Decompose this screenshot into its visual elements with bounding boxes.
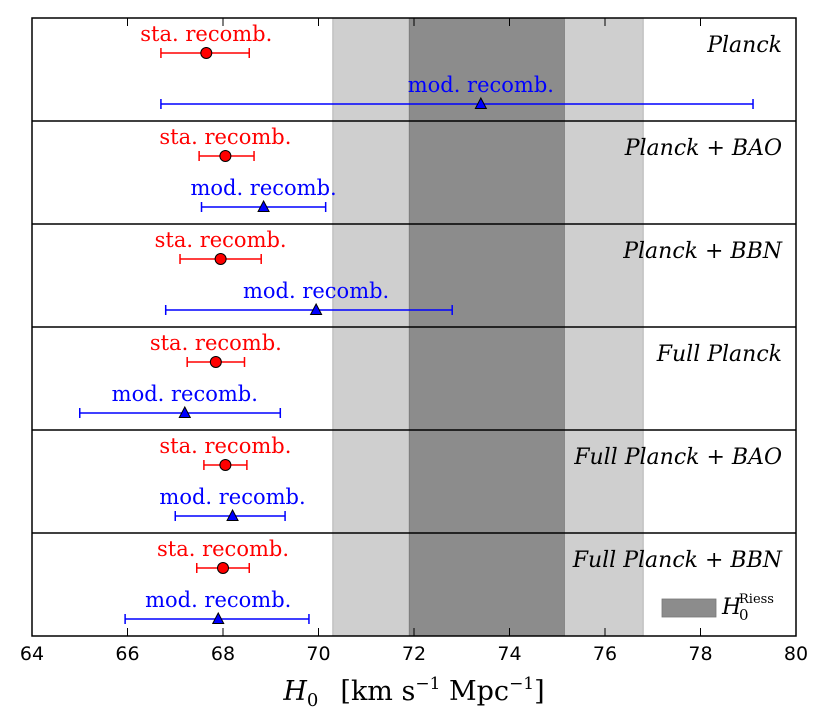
x-tick-label: 78: [688, 643, 712, 665]
dataset-label: Planck + BBN: [622, 239, 783, 264]
dataset-label-plus: +: [699, 136, 731, 161]
sta-recomb-label: sta. recomb.: [159, 125, 291, 149]
dataset-label-part: Full Planck: [573, 445, 699, 470]
dataset-label-plus: +: [699, 445, 731, 470]
dataset-label-part: BAO: [731, 136, 782, 161]
legend-label-part: H: [721, 595, 742, 620]
sta-recomb-label: sta. recomb.: [150, 331, 282, 355]
dataset-label-plus: +: [698, 548, 730, 573]
circle-marker: [219, 150, 232, 162]
panel-5: Full Planck + BAO sta. recomb. mod. recomb…: [159, 434, 782, 521]
x-tick-label: 66: [115, 643, 139, 665]
mod-recomb-label: mod. recomb.: [408, 73, 554, 97]
dataset-label-part: Full Planck: [656, 342, 782, 367]
panel-3: Planck + BBN sta. recomb. mod. recomb.: [155, 228, 783, 315]
legend-label-part: Riess: [739, 592, 774, 607]
dataset-label: Planck: [706, 33, 782, 58]
panel-4: Full Planck sta. recomb. mod. recomb.: [79, 331, 782, 418]
sta-recomb-label: sta. recomb.: [140, 22, 272, 46]
x-axis-title-part: 0: [307, 690, 318, 711]
dataset-label: Full Planck: [656, 342, 782, 367]
mod-recomb-label: mod. recomb.: [159, 485, 305, 509]
panel-1: Planck sta. recomb. mod. recomb.: [140, 22, 782, 109]
x-axis-title-part: −1: [509, 674, 534, 694]
circle-marker: [209, 356, 222, 368]
dataset-label: Full Planck + BAO: [573, 445, 782, 470]
x-axis-title-part: [km s: [318, 676, 415, 707]
circle-marker: [214, 253, 227, 265]
x-axis-title-part: Mpc: [440, 676, 509, 707]
dataset-label-part: BBN: [729, 239, 782, 264]
dataset-label: Full Planck + BBN: [572, 548, 783, 573]
dataset-label-part: Planck: [622, 239, 698, 264]
dataset-label-part: BAO: [731, 445, 782, 470]
legend-label-part: 0: [739, 606, 749, 624]
triangle-marker: [257, 199, 270, 212]
circle-marker: [217, 562, 229, 574]
mod-recomb-label: mod. recomb.: [243, 279, 389, 303]
dataset-label: Planck + BAO: [624, 136, 782, 161]
legend: HRiess 0: [661, 592, 774, 624]
triangle-marker: [211, 611, 225, 624]
x-tick-label: 72: [402, 643, 426, 665]
dataset-label-part: Planck: [706, 33, 782, 58]
circle-marker: [200, 47, 213, 59]
dataset-label-part: Full Planck: [572, 548, 698, 573]
sta-recomb-label: sta. recomb.: [155, 228, 287, 252]
x-axis-title: H0 [km s−1 Mpc−1]: [282, 674, 544, 711]
x-tick-label: 64: [20, 643, 44, 665]
panel-6: Full Planck + BBN sta. recomb. mod. recomb…: [124, 537, 783, 624]
dataset-label-plus: +: [698, 239, 730, 264]
sta-recomb-label: sta. recomb.: [159, 434, 291, 458]
x-tick-label: 68: [211, 643, 235, 665]
dataset-label-part: Planck: [624, 136, 700, 161]
x-axis-title-part: ]: [534, 676, 545, 707]
circle-marker: [219, 459, 232, 471]
triangle-marker: [226, 508, 239, 521]
mod-recomb-label: mod. recomb.: [190, 176, 336, 200]
x-tick-label: 74: [497, 643, 521, 665]
legend-swatch: [661, 598, 717, 618]
triangle-marker: [474, 96, 488, 109]
x-axis-title-part: −1: [415, 674, 440, 694]
x-tick-label: 76: [593, 643, 617, 665]
x-tick-label: 80: [784, 643, 808, 665]
triangle-marker: [309, 302, 323, 315]
dataset-label-part: BBN: [729, 548, 782, 573]
triangle-marker: [178, 405, 192, 418]
panel-2: Planck + BAO sta. recomb. mod. recomb.: [159, 125, 782, 212]
sta-recomb-label: sta. recomb.: [157, 537, 289, 561]
x-axis-title-part: H: [282, 676, 307, 707]
mod-recomb-label: mod. recomb.: [112, 382, 258, 406]
x-tick-label: 70: [306, 643, 330, 665]
legend-label: HRiess 0: [721, 592, 774, 624]
mod-recomb-label: mod. recomb.: [145, 588, 291, 612]
